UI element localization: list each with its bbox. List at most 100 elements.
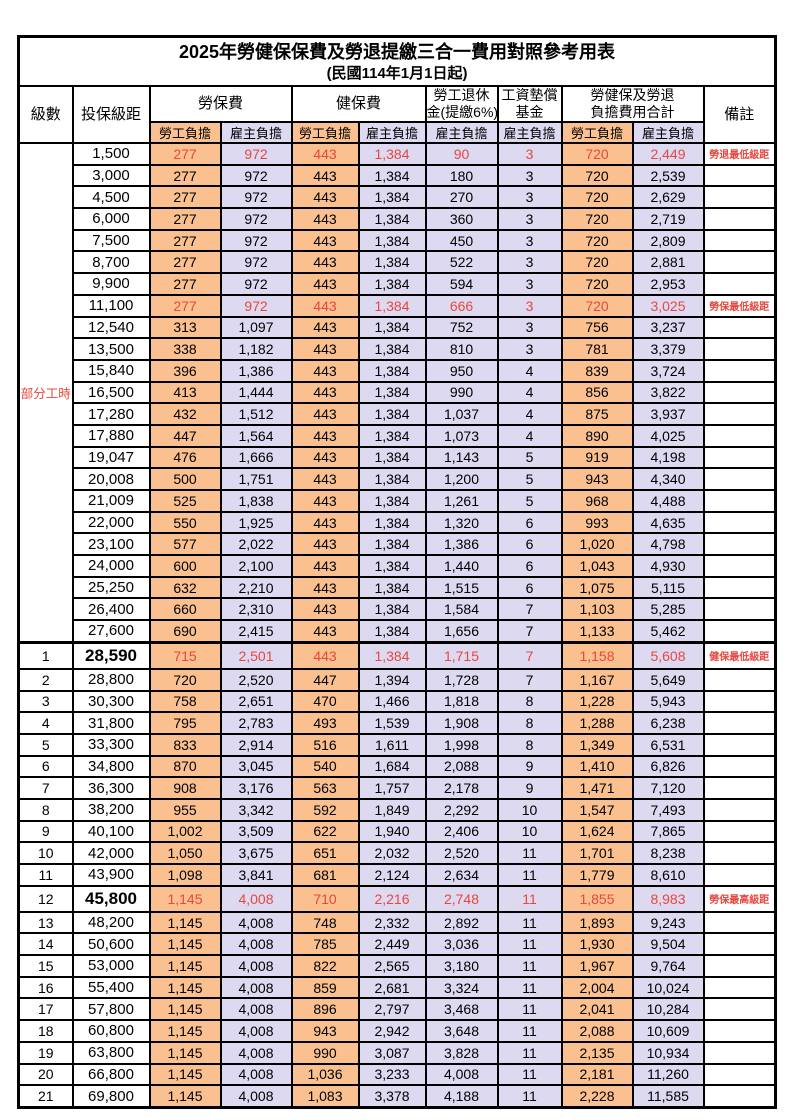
table-row: 23,100 577 2,022 443 1,384 1,386 6 1,020 4,798 [19, 532, 777, 557]
labor-employer-cell: 972 [219, 163, 293, 188]
total-employee-cell: 1,075 [560, 575, 634, 600]
remark-cell [702, 954, 777, 978]
remark-cell [702, 163, 777, 188]
health-employee-cell: 1,083 [290, 1084, 360, 1109]
labor-employee-cell: 277 [148, 163, 222, 188]
health-employee-cell: 470 [290, 689, 360, 714]
labor-employer-cell: 3,045 [219, 754, 293, 779]
total-employee-cell: 943 [560, 467, 634, 491]
labor-employee-cell: 1,145 [148, 1040, 222, 1065]
labor-employer-cell: 4,008 [219, 910, 293, 935]
total-employee-cell: 1,043 [560, 554, 634, 578]
pension-employer-cell: 990 [424, 380, 499, 405]
total-employer-cell: 8,238 [631, 841, 705, 865]
pension-employer-cell: 2,406 [424, 819, 499, 844]
labor-employer-cell: 3,509 [219, 819, 293, 844]
remark-cell [702, 711, 777, 735]
health-employer-cell: 1,466 [357, 689, 427, 714]
labor-employer-cell: 4,008 [219, 997, 293, 1022]
health-employee-cell: 563 [290, 776, 360, 800]
health-employer-cell: 2,216 [357, 884, 427, 913]
labor-employee-cell: 277 [148, 185, 222, 210]
bracket-cell: 27,600 [71, 619, 151, 644]
total-employee-cell: 1,133 [560, 619, 634, 644]
total-employee-cell: 875 [560, 402, 634, 426]
health-employer-cell: 2,681 [357, 975, 427, 1000]
table-row: 11,100 277 972 443 1,384 666 3 720 3,025 勞保最低級距 [19, 293, 777, 318]
labor-employee-cell: 1,145 [148, 932, 222, 957]
remark-cell: 勞退最低級距 [702, 142, 777, 166]
remark-cell [702, 315, 777, 340]
wage-fund-employer-cell: 11 [496, 884, 563, 913]
bracket-cell: 4,500 [71, 185, 151, 210]
labor-employer-cell: 4,008 [219, 1062, 293, 1087]
total-employer-cell: 5,649 [631, 667, 705, 692]
labor-employee-cell: 577 [148, 532, 222, 557]
pension-employer-cell: 1,998 [424, 732, 499, 757]
wage-fund-employer-cell: 8 [496, 711, 563, 735]
bracket-cell: 1,500 [71, 142, 151, 166]
remark-cell [702, 423, 777, 448]
pension-employer-cell: 1,908 [424, 711, 499, 735]
bracket-cell: 57,800 [71, 997, 151, 1022]
table-row: 19,047 476 1,666 443 1,384 1,143 5 919 4,198 [19, 445, 777, 470]
labor-employee-cell: 277 [148, 207, 222, 231]
health-employee-cell: 822 [290, 954, 360, 978]
remark-cell: 勞保最高級距 [702, 884, 777, 913]
health-employee-cell: 443 [290, 445, 360, 470]
wage-fund-employer-cell: 3 [496, 185, 563, 210]
total-employee-cell: 2,228 [560, 1084, 634, 1109]
total-employee-cell: 1,228 [560, 689, 634, 714]
bracket-cell: 16,500 [71, 380, 151, 405]
labor-employee-cell: 277 [148, 142, 222, 166]
health-employee-cell: 748 [290, 910, 360, 935]
labor-employee-cell: 525 [148, 489, 222, 513]
labor-employer-cell: 4,008 [219, 1084, 293, 1109]
total-employee-cell: 1,624 [560, 819, 634, 844]
health-employer-cell: 2,332 [357, 910, 427, 935]
wage-fund-employer-cell: 9 [496, 754, 563, 779]
bracket-cell: 55,400 [71, 975, 151, 1000]
bracket-cell: 23,100 [71, 532, 151, 557]
header-pension: 勞工退休 金(提繳6%) [424, 85, 499, 123]
total-employer-cell: 10,024 [631, 975, 705, 1000]
total-employer-cell: 4,025 [631, 423, 705, 448]
table-row: 7 36,300 908 3,176 563 1,757 2,178 9 1,471 7,120 [17, 776, 777, 800]
remark-cell [702, 689, 777, 714]
labor-employee-cell: 955 [148, 797, 222, 822]
bracket-cell: 9,900 [71, 272, 151, 296]
total-employer-cell: 3,937 [631, 402, 705, 426]
labor-employee-cell: 1,145 [148, 1084, 222, 1109]
health-employee-cell: 443 [290, 358, 360, 383]
bracket-cell: 6,000 [71, 207, 151, 231]
labor-employer-cell: 2,022 [219, 532, 293, 557]
level-cell: 20 [17, 1062, 74, 1087]
table-body: 部分工時 1,500 277 972 443 1,384 90 3 720 2,449 勞退最低級距… [17, 141, 777, 1109]
total-employer-cell: 3,822 [631, 380, 705, 405]
health-employer-cell: 1,384 [357, 467, 427, 491]
health-employee-cell: 443 [290, 467, 360, 491]
level-cell: 3 [17, 689, 74, 714]
health-employer-cell: 2,124 [357, 863, 427, 887]
level-cell: 18 [17, 1019, 74, 1043]
health-employee-cell: 443 [290, 532, 360, 557]
total-employee-cell: 2,135 [560, 1040, 634, 1065]
table-row: 9 40,100 1,002 3,509 622 1,940 2,406 10 1,624 7,8… [17, 819, 777, 844]
health-employer-cell: 3,233 [357, 1062, 427, 1087]
total-employer-cell: 5,115 [631, 575, 705, 600]
level-cell: 14 [17, 932, 74, 957]
labor-employee-cell: 632 [148, 575, 222, 600]
labor-employer-cell: 972 [219, 207, 293, 231]
health-employer-cell: 2,565 [357, 954, 427, 978]
health-employer-cell: 3,378 [357, 1084, 427, 1109]
table-row: 6,000 277 972 443 1,384 360 3 720 2,719 [19, 207, 777, 231]
total-employer-cell: 11,585 [631, 1084, 705, 1109]
wage-fund-employer-cell: 11 [496, 997, 563, 1022]
wage-fund-employer-cell: 8 [496, 689, 563, 714]
labor-employer-cell: 3,342 [219, 797, 293, 822]
pension-employer-cell: 3,180 [424, 954, 499, 978]
health-employer-cell: 1,384 [357, 142, 427, 166]
total-employer-cell: 6,531 [631, 732, 705, 757]
remark-cell [702, 776, 777, 800]
remark-cell [702, 358, 777, 383]
